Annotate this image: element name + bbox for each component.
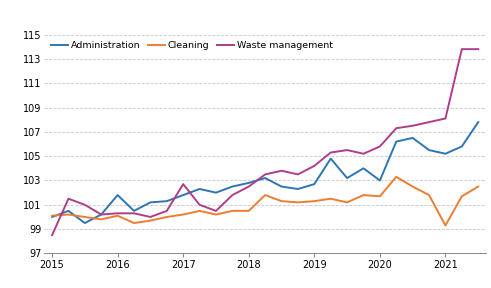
Cleaning bbox=[49, 214, 55, 217]
Line: Cleaning: Cleaning bbox=[52, 177, 478, 226]
Cleaning bbox=[82, 215, 88, 219]
Administration bbox=[426, 148, 432, 152]
Waste management bbox=[393, 126, 399, 130]
Administration bbox=[164, 199, 170, 203]
Waste management bbox=[278, 169, 284, 173]
Administration bbox=[98, 213, 104, 216]
Administration bbox=[295, 187, 301, 191]
Waste management bbox=[196, 203, 202, 206]
Administration bbox=[229, 185, 235, 188]
Waste management bbox=[426, 120, 432, 124]
Waste management bbox=[311, 164, 317, 168]
Waste management bbox=[147, 215, 153, 219]
Administration bbox=[344, 176, 350, 180]
Cleaning bbox=[229, 209, 235, 213]
Waste management bbox=[98, 213, 104, 216]
Waste management bbox=[246, 185, 252, 188]
Waste management bbox=[131, 212, 137, 215]
Legend: Administration, Cleaning, Waste management: Administration, Cleaning, Waste manageme… bbox=[49, 39, 334, 52]
Line: Administration: Administration bbox=[52, 122, 478, 223]
Cleaning bbox=[475, 185, 481, 188]
Administration bbox=[360, 166, 366, 170]
Administration bbox=[278, 185, 284, 188]
Waste management bbox=[49, 234, 55, 237]
Waste management bbox=[442, 117, 448, 120]
Waste management bbox=[409, 124, 415, 128]
Waste management bbox=[82, 203, 88, 206]
Cleaning bbox=[278, 199, 284, 203]
Waste management bbox=[295, 173, 301, 176]
Cleaning bbox=[459, 195, 465, 198]
Administration bbox=[246, 181, 252, 185]
Cleaning bbox=[409, 185, 415, 188]
Cleaning bbox=[311, 199, 317, 203]
Cleaning bbox=[115, 214, 121, 217]
Waste management bbox=[262, 173, 268, 176]
Cleaning bbox=[180, 213, 186, 216]
Cleaning bbox=[295, 201, 301, 204]
Cleaning bbox=[262, 193, 268, 197]
Administration bbox=[475, 120, 481, 124]
Cleaning bbox=[246, 209, 252, 213]
Administration bbox=[196, 187, 202, 191]
Cleaning bbox=[147, 219, 153, 222]
Administration bbox=[311, 182, 317, 186]
Waste management bbox=[377, 145, 383, 148]
Administration bbox=[262, 176, 268, 180]
Cleaning bbox=[213, 213, 219, 216]
Cleaning bbox=[344, 201, 350, 204]
Waste management bbox=[180, 182, 186, 186]
Administration bbox=[115, 193, 121, 197]
Waste management bbox=[213, 209, 219, 213]
Cleaning bbox=[196, 209, 202, 213]
Cleaning bbox=[393, 175, 399, 179]
Administration bbox=[213, 191, 219, 194]
Waste management bbox=[344, 148, 350, 152]
Waste management bbox=[475, 48, 481, 51]
Cleaning bbox=[131, 221, 137, 225]
Waste management bbox=[229, 193, 235, 197]
Line: Waste management: Waste management bbox=[52, 49, 478, 235]
Administration bbox=[409, 136, 415, 140]
Administration bbox=[65, 209, 71, 213]
Administration bbox=[377, 179, 383, 182]
Cleaning bbox=[164, 215, 170, 219]
Cleaning bbox=[328, 197, 334, 200]
Administration bbox=[147, 201, 153, 204]
Cleaning bbox=[442, 224, 448, 227]
Waste management bbox=[115, 212, 121, 215]
Administration bbox=[82, 221, 88, 225]
Cleaning bbox=[65, 213, 71, 216]
Waste management bbox=[164, 209, 170, 213]
Administration bbox=[442, 152, 448, 156]
Administration bbox=[328, 157, 334, 160]
Administration bbox=[393, 140, 399, 143]
Administration bbox=[49, 215, 55, 219]
Waste management bbox=[328, 151, 334, 154]
Administration bbox=[131, 209, 137, 213]
Administration bbox=[459, 145, 465, 148]
Waste management bbox=[360, 152, 366, 156]
Cleaning bbox=[426, 193, 432, 197]
Cleaning bbox=[377, 195, 383, 198]
Waste management bbox=[459, 48, 465, 51]
Cleaning bbox=[98, 218, 104, 221]
Administration bbox=[180, 193, 186, 197]
Waste management bbox=[65, 197, 71, 200]
Cleaning bbox=[360, 193, 366, 197]
